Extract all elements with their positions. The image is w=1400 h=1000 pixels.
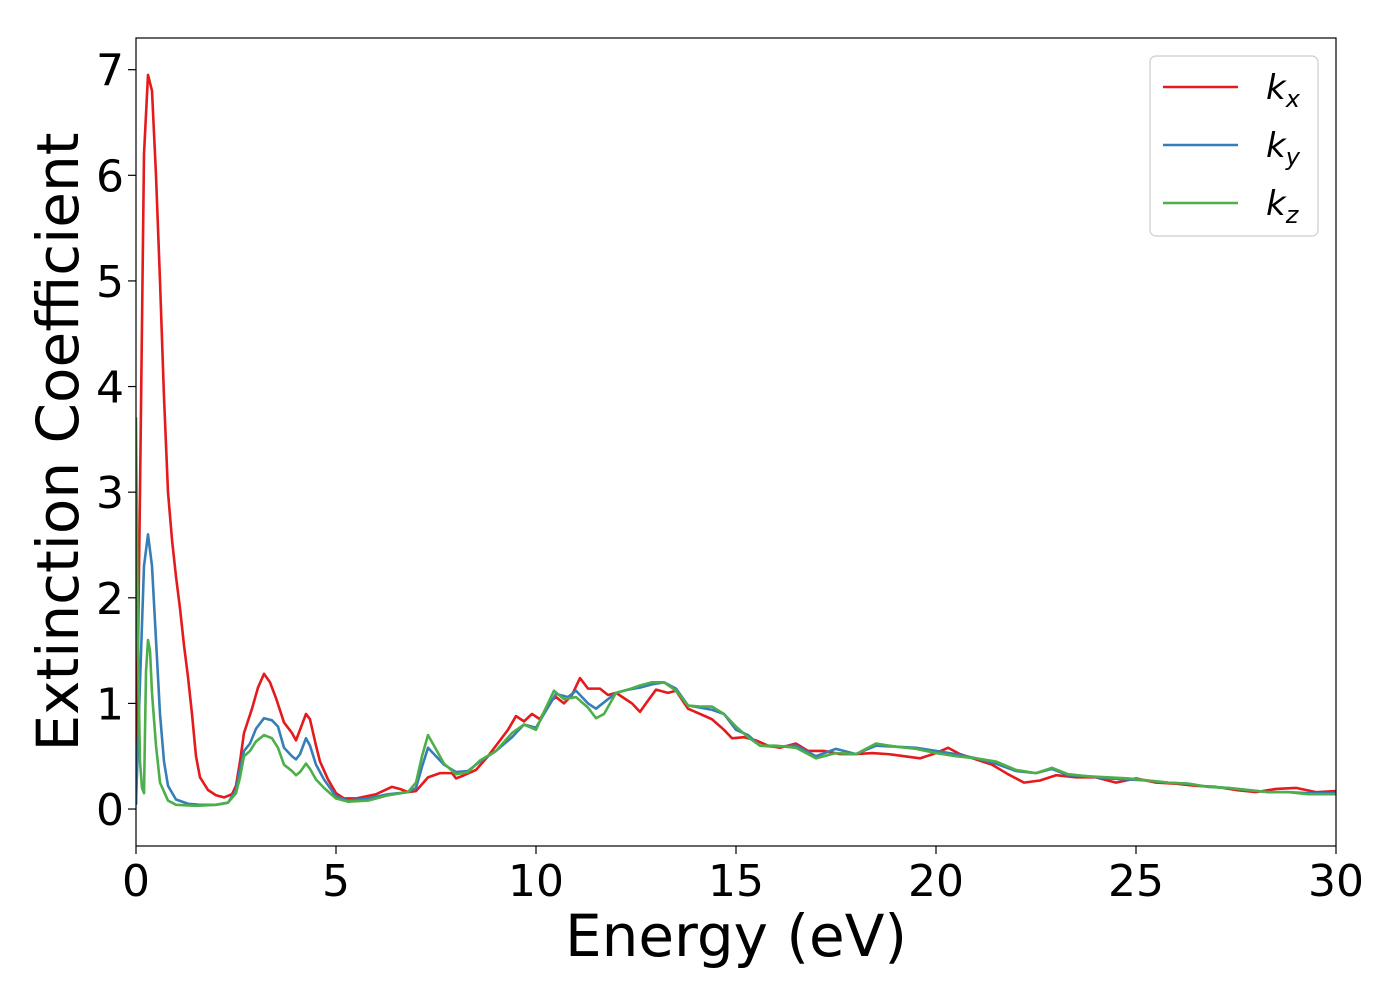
x-tick-label: 15 [708, 856, 764, 907]
y-tick-label: 4 [96, 363, 124, 414]
x-axis: 0 5 10 15 20 25 30 [122, 846, 1364, 907]
legend-label-subscript: x [1285, 85, 1301, 113]
x-tick-label: 5 [322, 856, 350, 907]
y-tick-label: 7 [96, 46, 124, 97]
y-tick-label: 1 [96, 679, 124, 730]
series-line-ky [136, 533, 1336, 807]
legend-label-ky: ky [1266, 126, 1301, 171]
x-tick-label: 20 [908, 856, 964, 907]
legend-label-main: k [1266, 184, 1287, 224]
legend-label-subscript: y [1285, 143, 1301, 171]
y-tick-label: 2 [96, 574, 124, 625]
x-axis-label: Energy (eV) [565, 902, 907, 970]
x-tick-label: 25 [1108, 856, 1164, 907]
x-tick-label: 10 [508, 856, 564, 907]
legend-label-main: k [1266, 126, 1287, 166]
legend-label-subscript: z [1285, 201, 1300, 229]
y-tick-label: 5 [96, 257, 124, 308]
legend-label-main: k [1266, 68, 1287, 108]
series-line-kz [136, 416, 1336, 808]
legend-label-kz: kz [1266, 184, 1300, 229]
legend-label-kx: kx [1266, 68, 1301, 113]
x-tick-label: 0 [122, 856, 150, 907]
series-layer [136, 73, 1336, 808]
y-axis-label: Extinction Coefficient [24, 133, 92, 752]
y-tick-label: 3 [96, 468, 124, 519]
y-axis: 0 1 2 3 4 5 6 7 [96, 46, 136, 836]
y-tick-label: 6 [96, 151, 124, 202]
y-tick-label: 0 [96, 785, 124, 836]
x-tick-label: 30 [1308, 856, 1364, 907]
